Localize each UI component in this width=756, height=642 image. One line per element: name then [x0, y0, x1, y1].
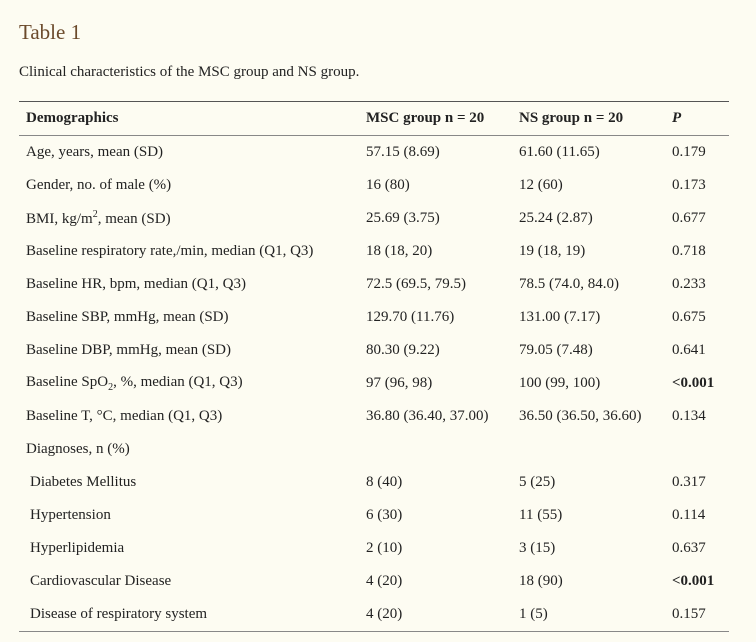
header-row: Demographics MSC group n = 20 NS group n =…: [19, 101, 729, 136]
table-cell: 100 (99, 100): [519, 375, 601, 391]
table-cell: 0.675: [672, 309, 706, 325]
table-cell: Baseline SBP, mmHg, mean (SD): [26, 309, 229, 325]
table-cell: 61.60 (11.65): [519, 144, 600, 160]
table-cell: 16 (80): [366, 177, 410, 193]
table-cell: 25.69 (3.75): [366, 210, 440, 226]
table-body: Age, years, mean (SD) 57.15 (8.69) 61.60 (…: [19, 136, 729, 632]
table-cell: 79.05 (7.48): [519, 342, 593, 358]
table-cell: Diabetes Mellitus: [30, 474, 137, 490]
table-row: BMI, kg/m2, mean (SD) 25.69 (3.75) 25.24 (…: [19, 202, 729, 235]
table-cell: 72.5 (69.5, 79.5): [366, 276, 466, 292]
table-cell: Baseline respiratory rate,/min, median (…: [26, 243, 314, 259]
table-row: Baseline respiratory rate,/min, median (…: [19, 235, 729, 268]
table-cell: 6 (30): [366, 507, 403, 523]
table-cell: 5 (25): [519, 474, 556, 490]
table-cell: 129.70 (11.76): [366, 309, 455, 325]
table-cell: Baseline SpO2, %, median (Q1, Q3): [19, 367, 359, 400]
table-row: Baseline HR, bpm, median (Q1, Q3) 72.5 (6…: [19, 268, 729, 301]
table-cell: Baseline T, °C, median (Q1, Q3): [26, 408, 223, 424]
text-part: , mean (SD): [97, 211, 171, 227]
table-cell: 0.179: [672, 144, 706, 160]
table-cell: 2 (10): [366, 540, 403, 556]
table-cell: 18 (18, 20): [366, 243, 433, 259]
table-cell: Baseline DBP, mmHg, mean (SD): [26, 342, 231, 358]
table-cell: Age, years, mean (SD): [26, 144, 164, 160]
header-cell: NS group n = 20: [519, 110, 624, 126]
header-cell: MSC group n = 20: [366, 110, 485, 126]
table-row: Baseline DBP, mmHg, mean (SD) 80.30 (9.22…: [19, 334, 729, 367]
text-part: 2: [92, 209, 98, 220]
table-cell: 97 (96, 98): [366, 375, 433, 391]
table-row: Disease of respiratory system 4 (20) 1 (5)…: [19, 598, 729, 632]
table-row: Diagnoses, n (%): [19, 433, 729, 466]
table-title: Table 1: [19, 20, 82, 44]
table-cell: Baseline HR, bpm, median (Q1, Q3): [26, 276, 246, 292]
table-cell: 4 (20): [366, 606, 403, 622]
table-cell: 0.157: [672, 606, 706, 622]
table-cell: Hypertension: [30, 507, 111, 523]
table-row: Hyperlipidemia 2 (10) 3 (15) 0.637: [19, 532, 729, 565]
table-cell: 0.718: [672, 243, 706, 259]
text-part: , %, median (Q1, Q3): [113, 374, 243, 390]
table-cell: Cardiovascular Disease: [30, 573, 172, 589]
table-cell: [359, 433, 512, 466]
table-cell: 0.317: [672, 474, 706, 490]
table-cell: Diagnoses, n (%): [26, 441, 130, 457]
table-cell: 57.15 (8.69): [366, 144, 440, 160]
header-cell: P: [672, 110, 682, 126]
table-cell: 0.637: [672, 540, 706, 556]
text-part: BMI, kg/m: [26, 211, 93, 227]
table-cell: 0.134: [672, 408, 706, 424]
table-row: Baseline T, °C, median (Q1, Q3) 36.80 (36…: [19, 400, 729, 433]
table-cell: 78.5 (74.0, 84.0): [519, 276, 619, 292]
table-row: Gender, no. of male (%) 16 (80) 12 (60) 0.1…: [19, 169, 729, 202]
table-cell: 12 (60): [519, 177, 563, 193]
table-row: Cardiovascular Disease 4 (20) 18 (90) <0.00…: [19, 565, 729, 598]
table-cell: 36.50 (36.50, 36.60): [519, 408, 642, 424]
table-cell: Hyperlipidemia: [30, 540, 125, 556]
table-header: Demographics MSC group n = 20 NS group n =…: [19, 101, 729, 136]
table-row: Baseline SpO2, %, median (Q1, Q3) 97 (96,…: [19, 367, 729, 400]
table-cell: 25.24 (2.87): [519, 210, 593, 226]
table-cell: 19 (18, 19): [519, 243, 586, 259]
table-cell: 0.677: [672, 210, 706, 226]
header-cell: Demographics: [26, 110, 119, 126]
text-part: 2: [108, 382, 114, 393]
text-part: Baseline SpO: [26, 374, 109, 390]
table-cell: [665, 433, 729, 466]
table-cell: Disease of respiratory system: [30, 606, 208, 622]
table-cell: 0.173: [672, 177, 706, 193]
table-row: Hypertension 6 (30) 11 (55) 0.114: [19, 499, 729, 532]
table-cell: 11 (55): [519, 507, 563, 523]
table-cell: 80.30 (9.22): [366, 342, 440, 358]
table-cell: 1 (5): [519, 606, 548, 622]
table-caption: Clinical characteristics of the MSC grou…: [19, 64, 360, 80]
table-cell: 36.80 (36.40, 37.00): [366, 408, 489, 424]
table-row: Baseline SBP, mmHg, mean (SD) 129.70 (11.…: [19, 301, 729, 334]
table-cell: 0.641: [672, 342, 706, 358]
table-cell: 0.114: [672, 507, 706, 523]
table-row: Diabetes Mellitus 8 (40) 5 (25) 0.317: [19, 466, 729, 499]
table-cell: <0.001: [672, 573, 715, 589]
table-cell: Gender, no. of male (%): [26, 177, 172, 193]
table-cell: 8 (40): [366, 474, 403, 490]
table-cell: 0.233: [672, 276, 706, 292]
table-cell: 4 (20): [366, 573, 403, 589]
table: Demographics MSC group n = 20 NS group n =…: [19, 101, 729, 632]
table-cell: <0.001: [672, 375, 715, 391]
table-cell: [512, 433, 665, 466]
table-row: Age, years, mean (SD) 57.15 (8.69) 61.60 (…: [19, 136, 729, 170]
table-cell: BMI, kg/m2, mean (SD): [19, 202, 359, 235]
table-cell: 3 (15): [519, 540, 556, 556]
table-cell: 131.00 (7.17): [519, 309, 601, 325]
table-cell: 18 (90): [519, 573, 563, 589]
